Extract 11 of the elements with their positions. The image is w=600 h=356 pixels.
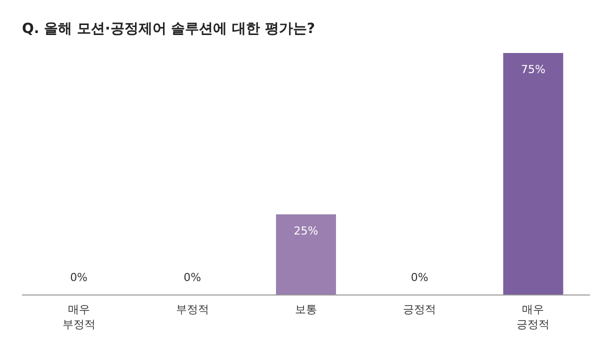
x-tick-label: 부정적 [176, 303, 209, 316]
x-tick-label: 보통 [295, 303, 317, 316]
data-label: 25% [294, 224, 318, 238]
chart-title: Q. 올해 모션·공정제어 솔루션에 대한 평가는? [22, 21, 316, 37]
data-label: 75% [520, 63, 546, 76]
x-tick-label: 긍정적 [403, 303, 436, 316]
x-tick-label: 매우 부정적 [62, 303, 96, 331]
x-tick-label: 매우 긍정적 [516, 303, 550, 331]
data-label: 0% [410, 271, 428, 284]
data-label: 0% [70, 271, 88, 284]
data-label: 0% [184, 271, 202, 284]
